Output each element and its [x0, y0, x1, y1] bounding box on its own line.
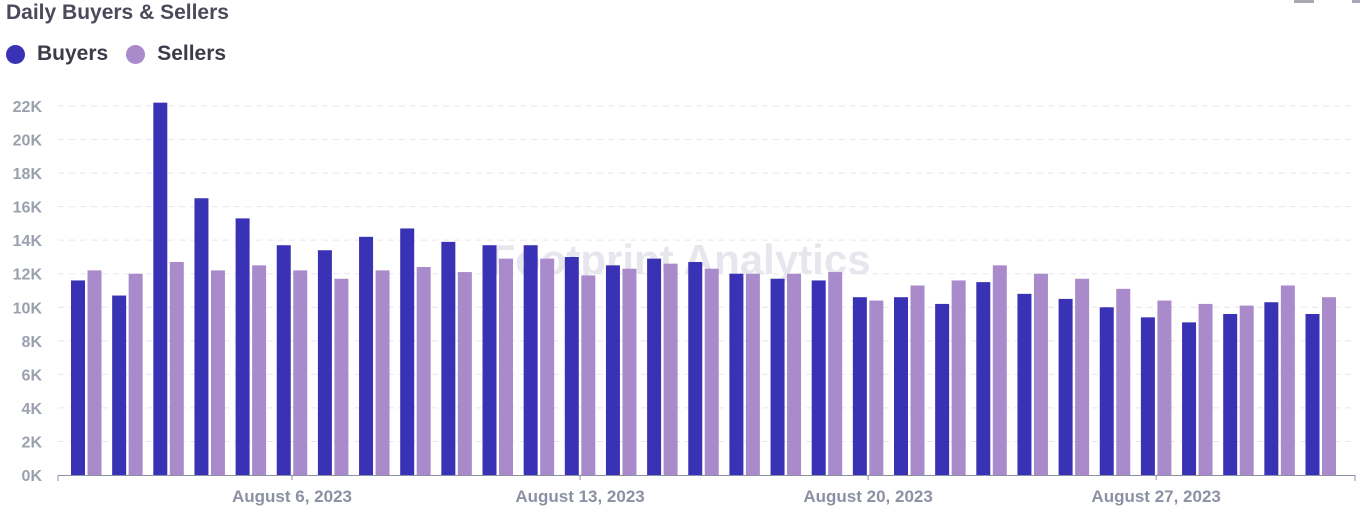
legend-item-sellers[interactable]: Sellers — [126, 42, 226, 66]
bar-sellers[interactable] — [910, 285, 925, 475]
bar-sellers[interactable] — [334, 278, 349, 475]
bar-sellers[interactable] — [1322, 297, 1336, 475]
bar-sellers[interactable] — [210, 270, 225, 475]
legend-swatch-sellers — [126, 44, 146, 64]
bar-buyers[interactable] — [441, 241, 456, 475]
chart-title: Daily Buyers & Sellers — [6, 1, 229, 24]
y-tick-label: 6K — [22, 367, 43, 384]
bar-buyers[interactable] — [770, 278, 785, 475]
bar-buyers[interactable] — [1017, 293, 1032, 475]
bar-buyers[interactable] — [1305, 313, 1320, 475]
bar-buyers[interactable] — [811, 280, 826, 475]
bar-sellers[interactable] — [663, 263, 678, 475]
y-tick-label: 12K — [13, 267, 43, 284]
bar-buyers[interactable] — [605, 265, 620, 475]
bar-sellers[interactable] — [1239, 305, 1254, 475]
bar-buyers[interactable] — [1264, 302, 1279, 475]
bar-sellers[interactable] — [293, 270, 308, 475]
bar-sellers[interactable] — [869, 300, 884, 475]
bar-sellers[interactable] — [252, 265, 267, 475]
x-tick-label: August 20, 2023 — [803, 487, 932, 506]
bar-buyers[interactable] — [359, 236, 374, 475]
y-tick-label: 10K — [13, 300, 43, 317]
bar-sellers[interactable] — [128, 273, 143, 475]
bar-sellers[interactable] — [622, 268, 637, 475]
bar-sellers[interactable] — [1198, 303, 1213, 475]
x-tick-label: August 13, 2023 — [515, 487, 644, 506]
bar-sellers[interactable] — [1280, 285, 1295, 475]
bar-sellers[interactable] — [581, 275, 596, 475]
bar-buyers[interactable] — [647, 258, 662, 475]
bar-buyers[interactable] — [235, 218, 250, 476]
y-tick-label: 18K — [13, 166, 43, 183]
bar-buyers[interactable] — [1058, 298, 1073, 475]
y-tick-label: 2K — [22, 434, 43, 451]
bar-buyers[interactable] — [976, 282, 991, 475]
y-tick-label: 20K — [13, 133, 43, 150]
chart-legend: Buyers Sellers — [6, 42, 244, 66]
bar-sellers[interactable] — [1033, 273, 1048, 475]
bar-sellers[interactable] — [1116, 288, 1131, 475]
y-tick-label: 14K — [13, 233, 43, 250]
bar-buyers[interactable] — [276, 245, 291, 475]
bar-buyers[interactable] — [729, 273, 744, 475]
bar-buyers[interactable] — [71, 280, 85, 475]
bar-buyers[interactable] — [153, 102, 168, 476]
bar-sellers[interactable] — [169, 261, 184, 475]
bar-sellers[interactable] — [499, 258, 513, 475]
bar-sellers[interactable] — [416, 267, 431, 475]
y-tick-label: 22K — [13, 99, 43, 116]
bar-sellers[interactable] — [1157, 300, 1172, 475]
bar-buyers[interactable] — [400, 228, 415, 475]
menu-icon[interactable] — [1294, 0, 1314, 3]
bar-buyers[interactable] — [935, 303, 950, 475]
bar-buyers[interactable] — [852, 297, 867, 475]
bar-sellers[interactable] — [1075, 278, 1090, 475]
bar-buyers[interactable] — [688, 261, 703, 475]
bar-sellers[interactable] — [787, 273, 802, 475]
legend-item-buyers[interactable]: Buyers — [6, 42, 108, 66]
bar-buyers[interactable] — [523, 245, 538, 475]
bar-sellers[interactable] — [375, 270, 390, 475]
bar-buyers[interactable] — [564, 256, 579, 475]
bar-buyers[interactable] — [894, 297, 908, 475]
bar-sellers[interactable] — [828, 272, 843, 475]
y-tick-label: 0K — [22, 468, 43, 485]
y-tick-label: 4K — [22, 401, 43, 418]
more-icon[interactable] — [1352, 0, 1360, 3]
bar-sellers[interactable] — [745, 273, 760, 475]
bar-buyers[interactable] — [482, 245, 497, 475]
bar-buyers[interactable] — [1099, 307, 1114, 475]
bar-buyers[interactable] — [1140, 317, 1155, 475]
bar-sellers[interactable] — [540, 258, 555, 475]
x-tick-label: August 27, 2023 — [1091, 487, 1220, 506]
bar-sellers[interactable] — [992, 265, 1007, 475]
bar-sellers[interactable] — [457, 272, 472, 475]
bar-buyers[interactable] — [112, 295, 127, 475]
bar-sellers[interactable] — [951, 280, 966, 475]
bar-buyers[interactable] — [194, 198, 209, 475]
x-tick-label: August 6, 2023 — [232, 487, 352, 506]
bar-buyers[interactable] — [1182, 322, 1197, 475]
bar-buyers[interactable] — [317, 250, 332, 475]
legend-label-sellers: Sellers — [157, 42, 227, 65]
y-tick-label: 8K — [22, 334, 43, 351]
bar-buyers[interactable] — [1223, 313, 1238, 475]
legend-swatch-buyers — [6, 44, 25, 64]
legend-label-buyers: Buyers — [37, 42, 109, 65]
bar-sellers[interactable] — [87, 270, 102, 475]
bar-sellers[interactable] — [704, 268, 719, 475]
y-tick-label: 16K — [13, 200, 43, 217]
